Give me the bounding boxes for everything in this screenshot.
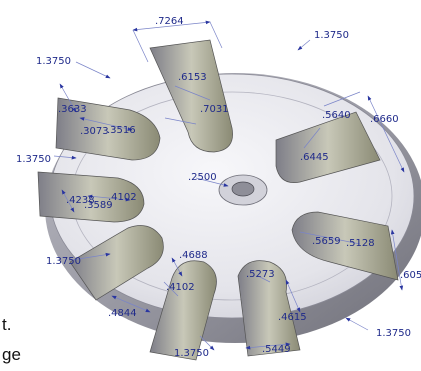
dim-4615: .4615 [278,312,307,323]
dim-3589: .3589 [84,200,113,211]
dim-7264: .7264 [155,16,184,27]
cropped-text-t: t. [2,315,11,334]
dim-5273: .5273 [246,269,275,280]
slot-lower-left [69,225,164,301]
dim-1375-top-right: 1.3750 [314,30,349,41]
dim-5128: .5128 [346,238,375,249]
dim-1375-top-left: 1.3750 [36,56,71,67]
dim-4688: .4688 [179,250,208,261]
dim-3516: .3516 [107,125,136,136]
dim-1375-left: 1.3750 [16,154,51,165]
center-hub [218,174,268,206]
dim-1375-bottom-right: 1.3750 [376,328,411,339]
dimension-labels: .7264 1.3750 1.3750 .6153 .7031 .3633 .3… [16,16,421,359]
cropped-text-ge: ge [2,345,21,364]
dim-7031: .7031 [200,104,229,115]
dim-6660: .6660 [370,114,399,125]
dim-4238: .4238 [66,195,95,206]
dim-6153: .6153 [178,72,207,83]
dim-5659: .5659 [312,236,341,247]
dim-4102-left: .4102 [108,192,137,203]
dim-1375-bottom: 1.3750 [174,348,209,359]
dim-6445: .6445 [300,152,329,163]
hub-hole [231,181,255,197]
dim-4102-bottom: .4102 [166,282,195,293]
dim-4844: .4844 [108,308,137,319]
slot-right [275,111,381,183]
cropped-side-text: t. ge [2,315,21,364]
dim-5640: .5640 [322,110,351,121]
dim-2500: .2500 [188,172,217,183]
dim-3633: .3633 [58,104,87,115]
dim-1375-lower-left: 1.3750 [46,256,81,267]
dim-605: .605 [400,270,421,281]
dim-3073: .3073 [80,126,109,137]
dim-5449: .5449 [262,344,291,355]
slot-top [149,39,233,153]
dimension-lines [53,20,405,351]
